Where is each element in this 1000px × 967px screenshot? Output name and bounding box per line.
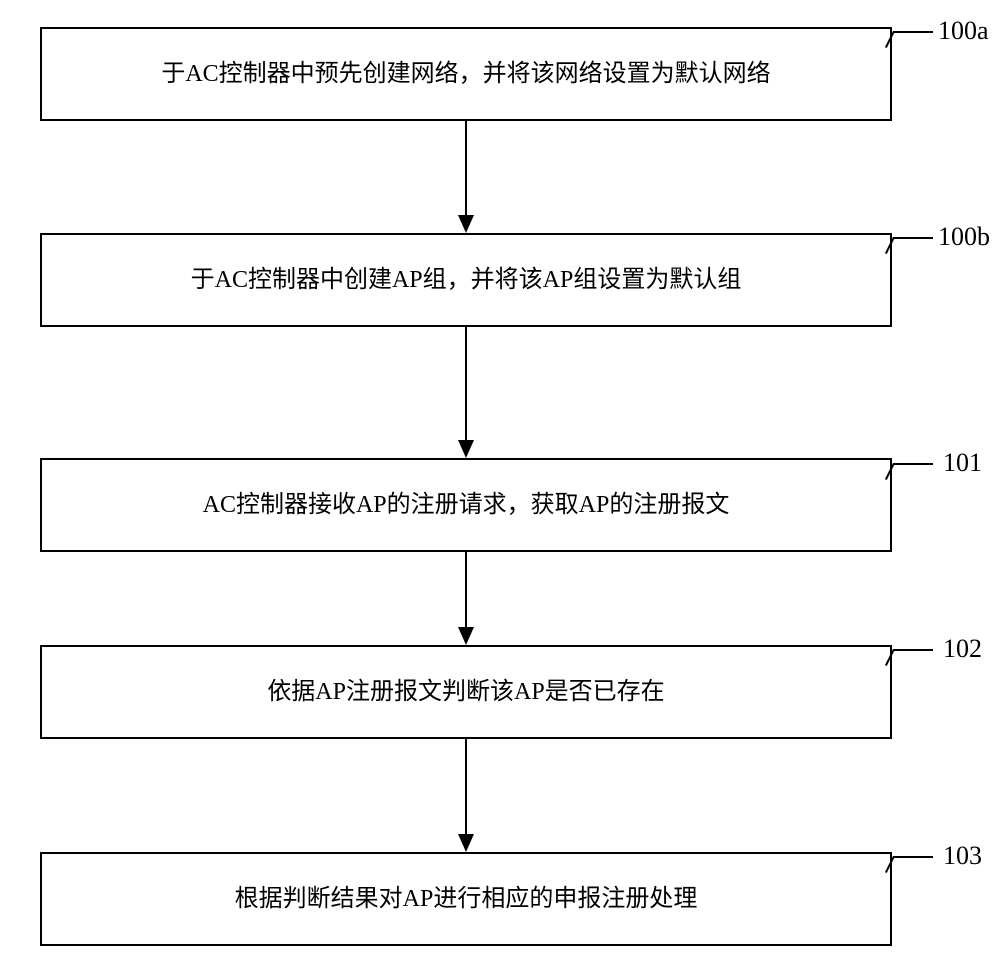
callout-label-103: 103 (943, 841, 982, 871)
arrow-shaft-2 (465, 552, 467, 627)
step-box-100b: 于AC控制器中创建AP组，并将该AP组设置为默认组 (40, 233, 892, 327)
step-text-102: 依据AP注册报文判断该AP是否已存在 (267, 678, 664, 707)
arrow-head-1 (458, 440, 474, 458)
callout-stem-102 (893, 649, 933, 651)
callout-stem-100b (893, 237, 933, 239)
callout-stem-103 (893, 856, 933, 858)
callout-stem-100a (893, 31, 933, 33)
step-box-103: 根据判断结果对AP进行相应的申报注册处理 (40, 852, 892, 946)
arrow-head-3 (458, 834, 474, 852)
step-box-102: 依据AP注册报文判断该AP是否已存在 (40, 645, 892, 739)
flowchart-canvas: 于AC控制器中预先创建网络，并将该网络设置为默认网络 100a 于AC控制器中创建A… (0, 0, 1000, 967)
callout-stem-101 (893, 463, 933, 465)
step-text-100b: 于AC控制器中创建AP组，并将该AP组设置为默认组 (191, 266, 742, 295)
callout-label-101: 101 (943, 448, 982, 478)
arrow-shaft-0 (465, 121, 467, 215)
step-text-100a: 于AC控制器中预先创建网络，并将该网络设置为默认网络 (161, 60, 770, 89)
step-text-101: AC控制器接收AP的注册请求，获取AP的注册报文 (203, 491, 730, 520)
step-box-101: AC控制器接收AP的注册请求，获取AP的注册报文 (40, 458, 892, 552)
callout-label-102: 102 (943, 634, 982, 664)
arrow-head-0 (458, 215, 474, 233)
callout-label-100b: 100b (938, 222, 990, 252)
arrow-shaft-3 (465, 739, 467, 834)
callout-label-100a: 100a (938, 16, 989, 46)
arrow-head-2 (458, 627, 474, 645)
arrow-shaft-1 (465, 327, 467, 440)
step-text-103: 根据判断结果对AP进行相应的申报注册处理 (235, 885, 698, 914)
step-box-100a: 于AC控制器中预先创建网络，并将该网络设置为默认网络 (40, 27, 892, 121)
